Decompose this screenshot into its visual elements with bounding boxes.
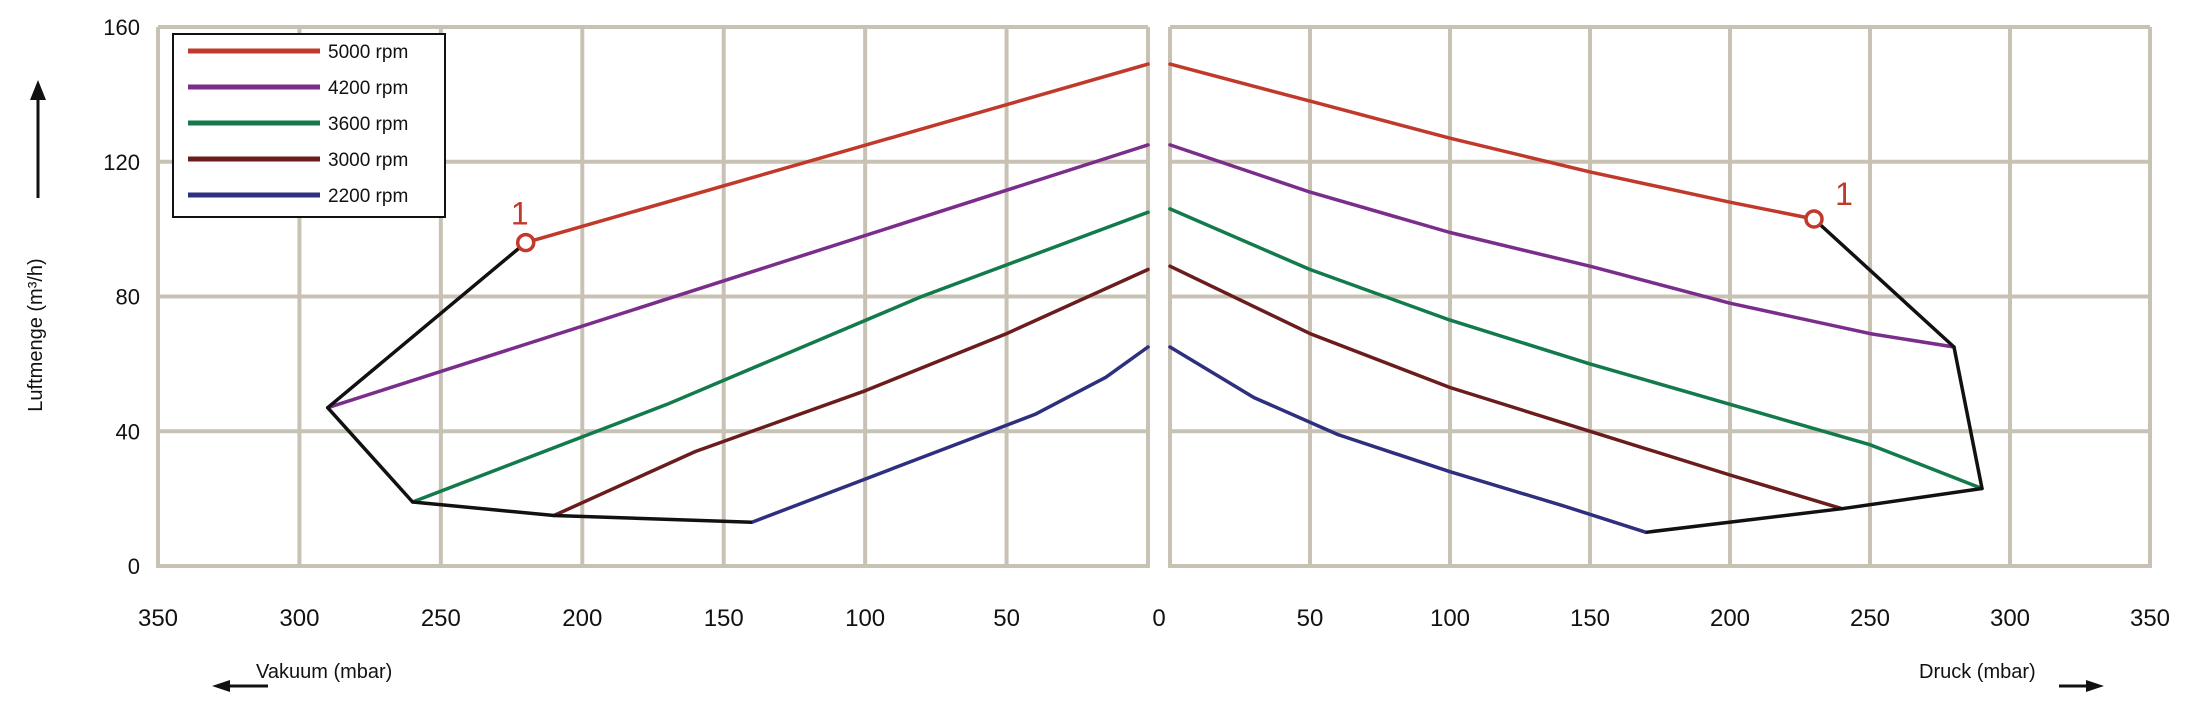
x-tick-label: 300 — [1990, 605, 2030, 632]
marker-label: 1 — [511, 196, 529, 232]
y-tick-label: 160 — [103, 15, 140, 40]
envelope-line-vakuum — [325, 241, 753, 524]
x-axis-label-druck: Druck (mbar) — [1919, 661, 2036, 683]
legend-label: 3600 rpm — [328, 114, 408, 135]
x-tick-label: 350 — [138, 605, 178, 632]
x-tick-label: 50 — [1297, 605, 1324, 632]
envelope-line-druck — [1645, 217, 1984, 535]
x-tick-label: 200 — [1710, 605, 1750, 632]
series-line-3000-rpm — [1168, 264, 1844, 511]
left-arrow-icon — [212, 680, 268, 692]
legend-label: 3000 rpm — [328, 150, 408, 171]
legend: 5000 rpm 4200 rpm 3600 rpm 3000 rpm 2200 rpm — [172, 33, 446, 218]
x-tick-label: 50 — [993, 605, 1020, 632]
x-tick-label: 100 — [1430, 605, 1470, 632]
x-tick-label: 350 — [2130, 605, 2170, 632]
series-line-2200-rpm — [1168, 345, 1648, 535]
series-line-3600-rpm — [1168, 207, 1984, 491]
right-arrow-icon — [2059, 680, 2104, 692]
y-tick-label: 120 — [103, 150, 140, 175]
series-line-4200-rpm — [325, 143, 1150, 410]
series-lines — [325, 62, 1984, 535]
legend-items: 5000 rpm 4200 rpm 3600 rpm 3000 rpm 2200 rpm — [188, 42, 408, 207]
y-tick-label: 40 — [116, 419, 140, 444]
x-tick-label: 100 — [845, 605, 885, 632]
marker-point-vakuum — [515, 232, 536, 253]
legend-label: 5000 rpm — [328, 42, 408, 63]
x-tick-label: 150 — [1570, 605, 1610, 632]
y-tick-label: 80 — [116, 285, 140, 310]
y-axis-label: Luftmenge (m³/h) — [25, 258, 47, 411]
series-line-5000-rpm — [1168, 62, 1816, 221]
x-tick-label: 250 — [421, 605, 461, 632]
tick-labels: 350 300 250 200 150 100 50 0 50 100 150 200 250 300 35… — [103, 15, 2170, 632]
series-line-3600-rpm — [410, 210, 1150, 504]
series-line-2200-rpm — [750, 345, 1150, 524]
legend-label: 4200 rpm — [328, 78, 408, 99]
envelopes: 11 — [325, 176, 1984, 535]
x-tick-label: 250 — [1850, 605, 1890, 632]
x-tick-label: 200 — [562, 605, 602, 632]
x-axis-label-vakuum: Vakuum (mbar) — [256, 661, 392, 683]
series-line-4200-rpm — [1168, 143, 1956, 349]
series-line-5000-rpm — [523, 62, 1150, 245]
legend-label: 2200 rpm — [328, 186, 408, 207]
y-axis-arrow-icon — [30, 80, 46, 198]
x-tick-label: 0 — [1152, 605, 1165, 632]
marker-label: 1 — [1835, 176, 1853, 212]
y-tick-label: 0 — [128, 554, 140, 579]
marker-point-druck — [1804, 209, 1824, 229]
series-line-3000-rpm — [552, 267, 1150, 518]
x-tick-label: 300 — [279, 605, 319, 632]
x-tick-label: 150 — [704, 605, 744, 632]
